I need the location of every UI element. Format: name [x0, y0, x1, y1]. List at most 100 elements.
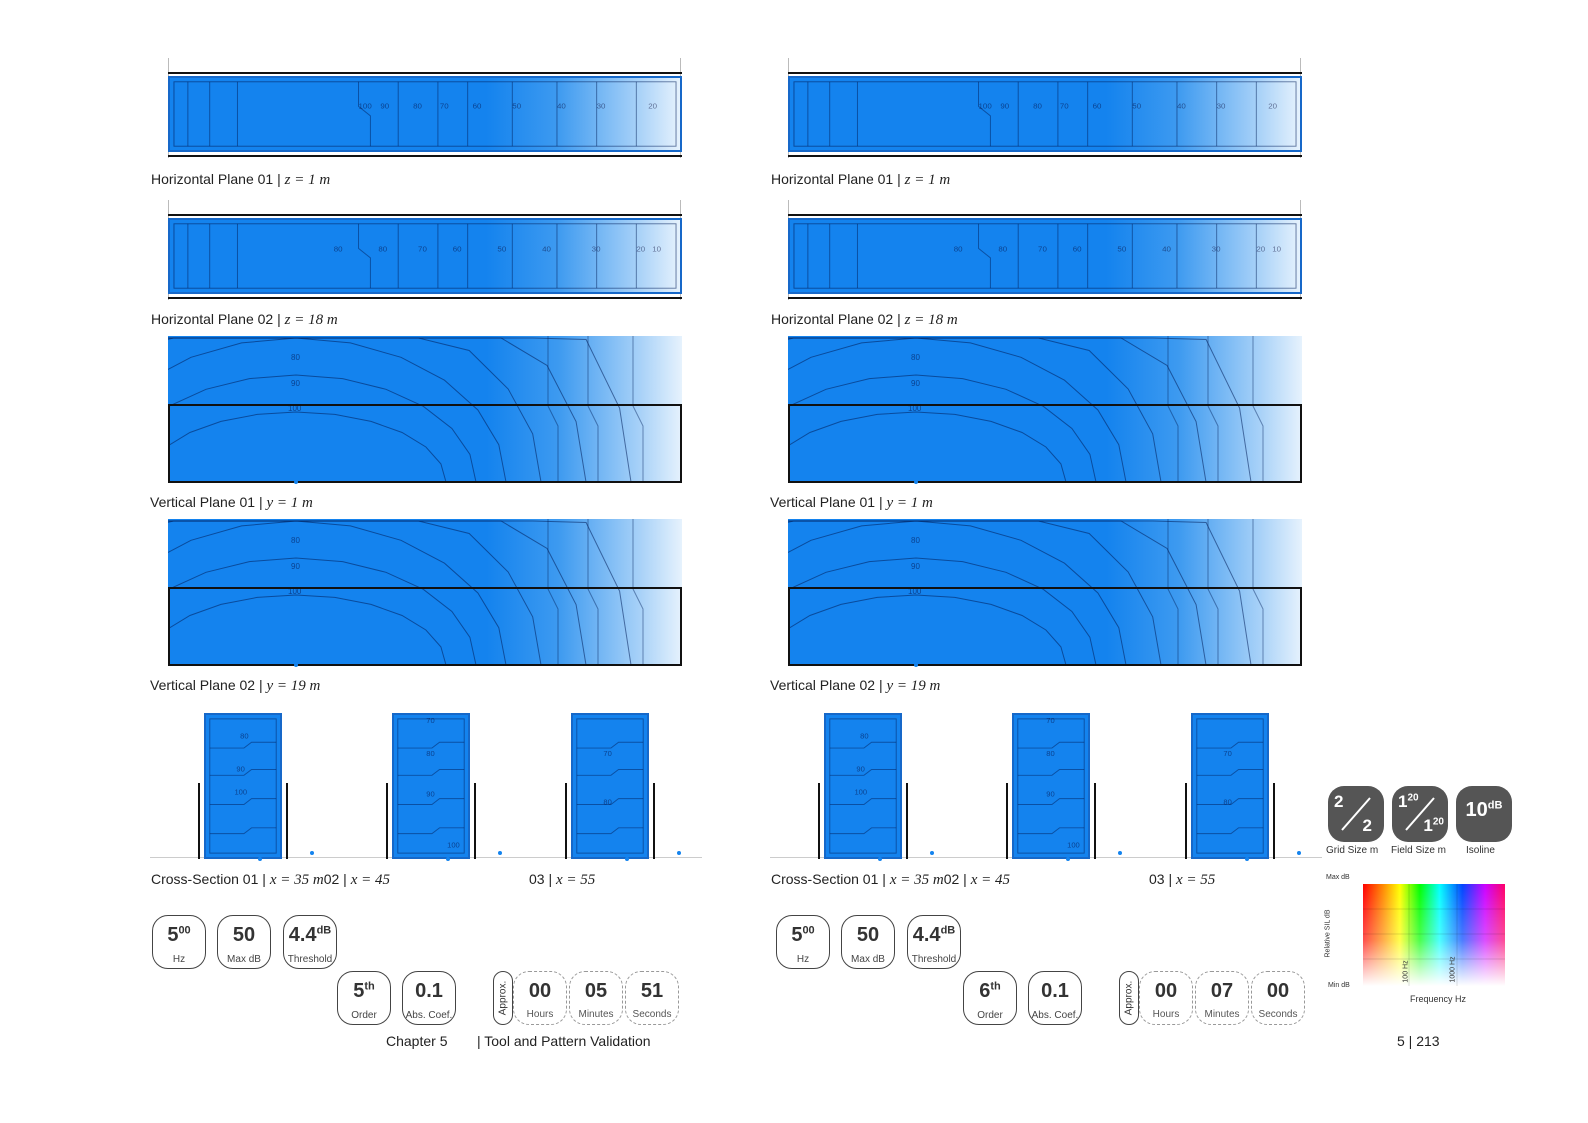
col1-order-badge-value: 5 — [353, 980, 365, 1002]
col1-cs-03-receiver-dot — [677, 851, 681, 855]
contour-label: 80 — [954, 244, 963, 253]
col1-vplane-01-caption: Vertical Plane 01 | y = 1 m — [150, 494, 313, 512]
contour-label: 80 — [426, 749, 434, 758]
contour-label: 60 — [453, 244, 462, 253]
col1-cs-01-wall-r — [286, 783, 288, 859]
col2-order-badge-sup: th — [990, 980, 1001, 993]
col2-seconds-badge: 00 Seconds — [1251, 971, 1305, 1025]
col2-vplane-01-source-dot — [914, 480, 918, 484]
contour-label: 70 — [1060, 101, 1069, 110]
contour-label: 20 — [648, 101, 657, 110]
col2-hours-badge-value: 00 — [1154, 980, 1178, 1002]
contour-label: 90 — [856, 764, 864, 773]
contour-label: 100 — [447, 840, 460, 849]
col2-cs-01-field: 80 90 100 — [824, 713, 902, 859]
contour-label: 80 — [1033, 101, 1042, 110]
col2-cs-name: Cross-Section 01 — [771, 871, 879, 887]
legend-x-label: Frequency Hz — [1410, 994, 1467, 1004]
col2-cs-01-wall-l — [818, 783, 820, 859]
contour-label: 70 — [1046, 716, 1054, 725]
col2-order-badge-label: Order — [977, 1010, 1003, 1021]
col1-vplane-01-source-dot — [294, 480, 298, 484]
isoline-value: 10 — [1465, 799, 1488, 821]
col1-hplane-01-bottom-wall — [168, 155, 682, 157]
col1-minutes-badge-label: Minutes — [578, 1009, 614, 1020]
contour-label: 80 — [603, 797, 611, 806]
page-number: 5 | 213 — [1397, 1033, 1440, 1049]
col1-cs-01-receiver-dot — [310, 851, 314, 855]
col2-cs-01-receiver-dot — [930, 851, 934, 855]
contour-label: 100 — [1067, 840, 1080, 849]
col1-minutes-badge: 05 Minutes — [569, 971, 623, 1025]
col1-abs-coef-badge-value: 0.1 — [415, 980, 443, 1002]
col2-hours-badge: 00 Hours — [1139, 971, 1193, 1025]
col2-hplane-01-top-wall — [788, 72, 1302, 74]
col1-cs-03-wall-r — [653, 783, 655, 859]
col2-cs-sep: | — [882, 871, 886, 887]
legend-max-label: Max dB — [1326, 874, 1350, 881]
col1-hplane-02-caption-name: Horizontal Plane 02 — [151, 311, 274, 327]
col2-cs-02-wall-r — [1094, 783, 1096, 859]
col2-cs-03-contours: 70 80 — [1196, 718, 1264, 854]
col2-cs-03-receiver-dot — [1297, 851, 1301, 855]
col2-abs-coef-badge-label: Abs. Coef. — [1031, 1010, 1079, 1021]
contour-label: 10 — [1272, 244, 1281, 253]
col1-vplane-02-caption-name: Vertical Plane 02 — [150, 677, 256, 693]
col2-cs-03-source-dot — [1245, 857, 1249, 861]
isoline-badge: 10dB — [1456, 786, 1512, 842]
col1-cs-name: Cross-Section 01 — [151, 871, 259, 887]
col1-freq-badge-label: Hz — [172, 954, 186, 965]
legend-min-label: Min dB — [1328, 982, 1350, 989]
col1-threshold-badge-sup: dB — [316, 924, 332, 937]
col1-order-badge-value-wrap: 5th — [338, 980, 390, 1003]
col2-hplane-02-field: 80 80 70 60 50 40 30 20 10 — [788, 218, 1302, 294]
col1-abs-coef-badge: 0.1 Abs. Coef. — [402, 971, 456, 1025]
col2-cs-02-wall-l — [1006, 783, 1008, 859]
col2-approx-badge: Approx. — [1119, 971, 1139, 1025]
field-size-b-sup: 20 — [1432, 816, 1444, 828]
contour-label: 100 — [908, 587, 922, 596]
col2-approx-label: Approx. — [1123, 980, 1135, 1016]
isoline-label: Isoline — [1466, 845, 1495, 856]
col2-hplane-02-contours: 80 80 70 60 50 40 30 20 10 — [793, 223, 1297, 289]
contour-label: 40 — [1177, 101, 1186, 110]
col1-cs-third: 03 — [529, 871, 545, 887]
legend-gradient — [1363, 884, 1505, 986]
col2-vplane-01-contours: 80 90 100 — [788, 336, 1264, 482]
col2-vplane-02-caption-name: Vertical Plane 02 — [770, 677, 876, 693]
col2-maxdb-badge-value-wrap: 50 — [842, 924, 894, 947]
col1-vplane-01-caption-eq: y = 1 m — [266, 495, 313, 511]
col2-threshold-badge-value: 4.4 — [912, 924, 941, 946]
col1-hplane-01-contours: 100 90 80 70 60 50 40 30 20 — [173, 81, 677, 147]
contour-label: 30 — [597, 101, 606, 110]
col1-order-badge-label: Order — [351, 1010, 377, 1021]
contour-label: 70 — [418, 244, 427, 253]
col2-maxdb-badge-value: 50 — [856, 924, 880, 946]
col1-vplane-01-contours: 80 90 100 — [168, 336, 644, 482]
col1-hplane-02-contours: 80 80 70 60 50 40 30 20 10 — [173, 223, 677, 289]
col2-cs-01-wall-r — [906, 783, 908, 859]
contour-label: 20 — [1256, 244, 1265, 253]
contour-label: 80 — [378, 244, 387, 253]
col1-vplane-01-field: 80 90 100 — [168, 336, 682, 482]
col2-cs-second: 02 — [943, 871, 960, 887]
col2-maxdb-badge: 50 Max dB — [841, 915, 895, 969]
col2-freq-badge-value-wrap: 500 — [777, 924, 829, 947]
col2-minutes-badge-label: Minutes — [1204, 1009, 1240, 1020]
col1-threshold-badge-label: Threshold — [287, 954, 333, 965]
col1-order-badge-sup: th — [364, 980, 375, 993]
col1-cs-sep3: | — [548, 871, 553, 887]
col1-approx-label: Approx. — [497, 980, 509, 1016]
col1-threshold-badge: 4.4dB Threshold — [283, 915, 337, 969]
col2-hplane-01-bottom-wall — [788, 155, 1302, 157]
contour-label: 100 — [908, 404, 922, 413]
contour-label: 30 — [1212, 244, 1221, 253]
col2-hplane-01-caption-name: Horizontal Plane 01 — [771, 171, 894, 187]
col1-maxdb-badge-value-wrap: 50 — [218, 924, 270, 947]
col1-cs-01-field: 80 90 100 — [204, 713, 282, 859]
contour-label: 60 — [1093, 101, 1102, 110]
col1-hplane-02-top-wall — [168, 214, 682, 216]
col1-threshold-badge-value: 4.4 — [288, 924, 317, 946]
chapter-label: Chapter 5 — [386, 1033, 448, 1049]
col1-vplane-02-contours: 80 90 100 — [168, 519, 644, 665]
